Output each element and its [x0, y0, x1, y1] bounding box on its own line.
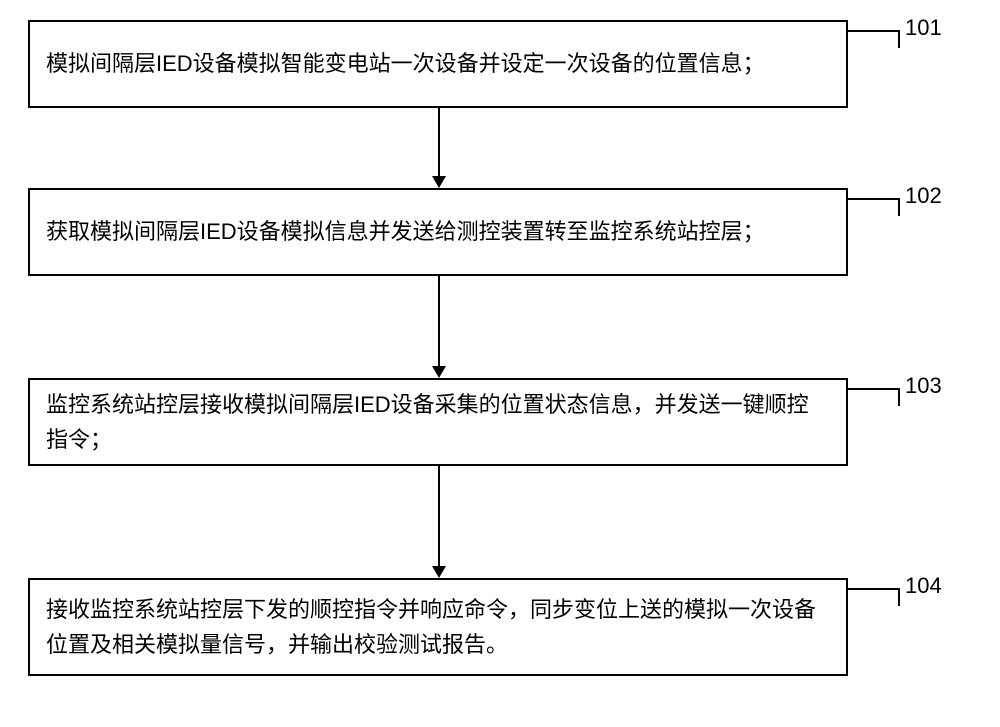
- step-text-1: 模拟间隔层IED设备模拟智能变电站一次设备并设定一次设备的位置信息；: [46, 46, 765, 81]
- step-box-2: 获取模拟间隔层IED设备模拟信息并发送给测控装置转至监控系统站控层；: [28, 188, 848, 276]
- step-text-4: 接收监控系统站控层下发的顺控指令并响应命令，同步变位上送的模拟一次设备位置及相关…: [46, 592, 830, 662]
- flowchart-container: 模拟间隔层IED设备模拟智能变电站一次设备并设定一次设备的位置信息； 101 获…: [0, 0, 1000, 727]
- step-box-1: 模拟间隔层IED设备模拟智能变电站一次设备并设定一次设备的位置信息；: [28, 20, 848, 108]
- step-text-3: 监控系统站控层接收模拟间隔层IED设备采集的位置状态信息，并发送一键顺控指令；: [46, 387, 830, 457]
- step-box-4: 接收监控系统站控层下发的顺控指令并响应命令，同步变位上送的模拟一次设备位置及相关…: [28, 578, 848, 676]
- step-label-4: 104: [905, 573, 942, 599]
- arrow-1-2: [432, 176, 446, 188]
- step-text-2: 获取模拟间隔层IED设备模拟信息并发送给测控装置转至监控系统站控层；: [46, 214, 765, 249]
- arrow-3-4: [432, 566, 446, 578]
- step-label-3: 103: [905, 373, 942, 399]
- step-box-3: 监控系统站控层接收模拟间隔层IED设备采集的位置状态信息，并发送一键顺控指令；: [28, 378, 848, 466]
- connector-3-4: [438, 466, 440, 566]
- connector-2-3: [438, 276, 440, 366]
- label-connector-1: [848, 30, 900, 48]
- label-connector-2: [848, 198, 900, 216]
- label-connector-3: [848, 388, 900, 406]
- step-label-2: 102: [905, 183, 942, 209]
- step-label-1: 101: [905, 15, 942, 41]
- label-connector-4: [848, 588, 900, 606]
- arrow-2-3: [432, 366, 446, 378]
- connector-1-2: [438, 108, 440, 176]
